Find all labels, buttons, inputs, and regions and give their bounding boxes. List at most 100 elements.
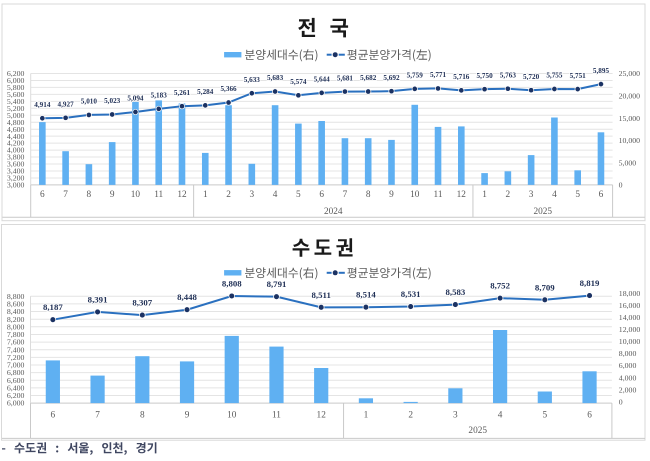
svg-text:8,448: 8,448 (177, 292, 197, 302)
svg-text:8,791: 8,791 (267, 279, 287, 289)
svg-text:5,183: 5,183 (151, 92, 168, 100)
svg-text:2: 2 (408, 411, 413, 421)
svg-text:6: 6 (587, 411, 592, 421)
svg-text:5,200: 5,200 (7, 104, 25, 113)
svg-text:4,000: 4,000 (619, 373, 637, 382)
svg-text:8,531: 8,531 (401, 289, 421, 299)
svg-text:5,895: 5,895 (593, 67, 610, 75)
svg-text:15,000: 15,000 (619, 114, 641, 123)
svg-text:10,000: 10,000 (619, 337, 641, 346)
svg-text:9: 9 (389, 190, 394, 200)
svg-text:5: 5 (296, 190, 301, 200)
svg-text:5,574: 5,574 (290, 78, 307, 86)
svg-text:8,709: 8,709 (535, 282, 555, 292)
svg-text:8,514: 8,514 (356, 290, 376, 300)
svg-text:6: 6 (599, 190, 604, 200)
svg-text:12,000: 12,000 (619, 325, 641, 334)
svg-text:2024: 2024 (324, 207, 343, 217)
svg-text:16,000: 16,000 (619, 301, 641, 310)
svg-text:11: 11 (272, 411, 281, 421)
svg-text:6,000: 6,000 (7, 76, 25, 85)
svg-text:8: 8 (87, 190, 92, 200)
svg-text:4,800: 4,800 (7, 118, 25, 127)
svg-text:5,366: 5,366 (220, 85, 237, 93)
svg-text:5: 5 (542, 411, 547, 421)
svg-text:9: 9 (110, 190, 115, 200)
svg-text:4: 4 (498, 411, 503, 421)
svg-text:5,755: 5,755 (546, 72, 563, 80)
svg-text:7,200: 7,200 (7, 353, 25, 362)
svg-text:3: 3 (453, 411, 458, 421)
svg-text:5: 5 (575, 190, 580, 200)
svg-text:12: 12 (457, 190, 467, 200)
svg-text:10,000: 10,000 (619, 136, 641, 145)
svg-text:5,000: 5,000 (619, 158, 637, 167)
svg-text:5,763: 5,763 (500, 71, 517, 79)
svg-text:1: 1 (482, 190, 487, 200)
svg-text:6,400: 6,400 (7, 383, 25, 392)
svg-text:5,023: 5,023 (104, 97, 121, 105)
svg-text:5,400: 5,400 (7, 97, 25, 106)
svg-text:11: 11 (154, 190, 163, 200)
svg-text:5,720: 5,720 (523, 73, 540, 81)
svg-text:7,400: 7,400 (7, 345, 25, 354)
svg-text:6,200: 6,200 (7, 69, 25, 78)
svg-text:5,010: 5,010 (81, 98, 98, 106)
svg-text:8,187: 8,187 (43, 302, 63, 312)
svg-text:4,927: 4,927 (58, 101, 75, 109)
svg-text:3: 3 (249, 190, 254, 200)
svg-text:4,400: 4,400 (7, 132, 25, 141)
svg-text:6,000: 6,000 (7, 399, 25, 408)
svg-text:4,600: 4,600 (7, 125, 25, 134)
svg-text:5,771: 5,771 (430, 71, 447, 79)
svg-text:5,094: 5,094 (127, 95, 144, 103)
svg-text:2025: 2025 (533, 207, 552, 217)
svg-text:3: 3 (529, 190, 534, 200)
svg-text:3,000: 3,000 (7, 181, 25, 190)
svg-text:8,511: 8,511 (312, 290, 331, 300)
svg-text:12: 12 (177, 190, 187, 200)
svg-text:5,751: 5,751 (570, 72, 587, 80)
svg-text:4: 4 (552, 190, 557, 200)
svg-text:1: 1 (364, 411, 369, 421)
svg-text:5,800: 5,800 (7, 83, 25, 92)
svg-text:5,682: 5,682 (360, 74, 377, 82)
svg-text:6: 6 (40, 190, 45, 200)
svg-text:8,200: 8,200 (7, 315, 25, 324)
svg-text:8,800: 8,800 (7, 292, 25, 301)
svg-text:12: 12 (317, 411, 327, 421)
svg-text:8: 8 (366, 190, 371, 200)
svg-text:8,819: 8,819 (580, 278, 600, 288)
svg-text:6,800: 6,800 (7, 368, 25, 377)
svg-text:10: 10 (410, 190, 420, 200)
svg-text:3,400: 3,400 (7, 167, 25, 176)
svg-text:4,200: 4,200 (7, 139, 25, 148)
svg-text:8,307: 8,307 (132, 298, 152, 308)
svg-text:3,800: 3,800 (7, 153, 25, 162)
svg-text:5,284: 5,284 (197, 88, 214, 96)
svg-text:7: 7 (63, 190, 68, 200)
svg-text:2,000: 2,000 (619, 385, 637, 394)
svg-text:8,808: 8,808 (222, 278, 242, 288)
svg-text:6,200: 6,200 (7, 391, 25, 400)
svg-text:11: 11 (434, 190, 443, 200)
svg-text:8,583: 8,583 (445, 287, 465, 297)
svg-text:0: 0 (619, 181, 623, 190)
svg-text:7: 7 (343, 190, 348, 200)
svg-text:5,692: 5,692 (383, 74, 400, 82)
svg-text:10: 10 (227, 411, 237, 421)
svg-text:6,000: 6,000 (619, 361, 637, 370)
svg-text:6: 6 (51, 411, 56, 421)
svg-text:20,000: 20,000 (619, 91, 641, 100)
svg-text:5,600: 5,600 (7, 90, 25, 99)
svg-text:7,800: 7,800 (7, 330, 25, 339)
svg-text:6,600: 6,600 (7, 376, 25, 385)
svg-text:8,752: 8,752 (490, 281, 510, 291)
svg-text:7: 7 (95, 411, 100, 421)
svg-text:5,716: 5,716 (453, 73, 470, 81)
svg-text:4,000: 4,000 (7, 146, 25, 155)
svg-text:5,000: 5,000 (7, 111, 25, 120)
svg-text:8,000: 8,000 (7, 322, 25, 331)
svg-text:1: 1 (203, 190, 208, 200)
svg-text:8: 8 (140, 411, 145, 421)
